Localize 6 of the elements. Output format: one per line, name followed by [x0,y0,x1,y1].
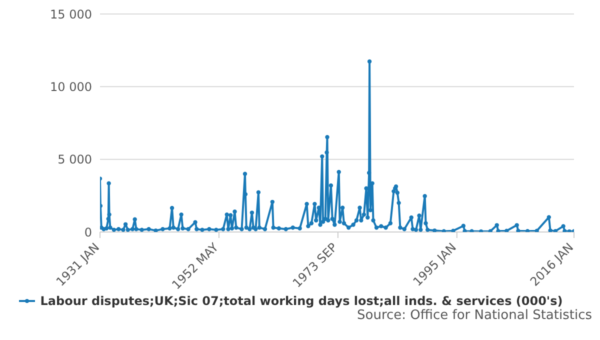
y-tick-label: 10 000 [50,80,92,94]
y-tick-label: 0 [84,225,92,240]
legend-label: Labour disputes;UK;Sic 07;total working days lost;all inds. & services (000's) [40,294,563,308]
y-tick-label: 15 000 [50,7,92,22]
source-note: Source: Office for National Statistics [356,308,592,323]
y-tick-label: 5 000 [58,152,92,167]
